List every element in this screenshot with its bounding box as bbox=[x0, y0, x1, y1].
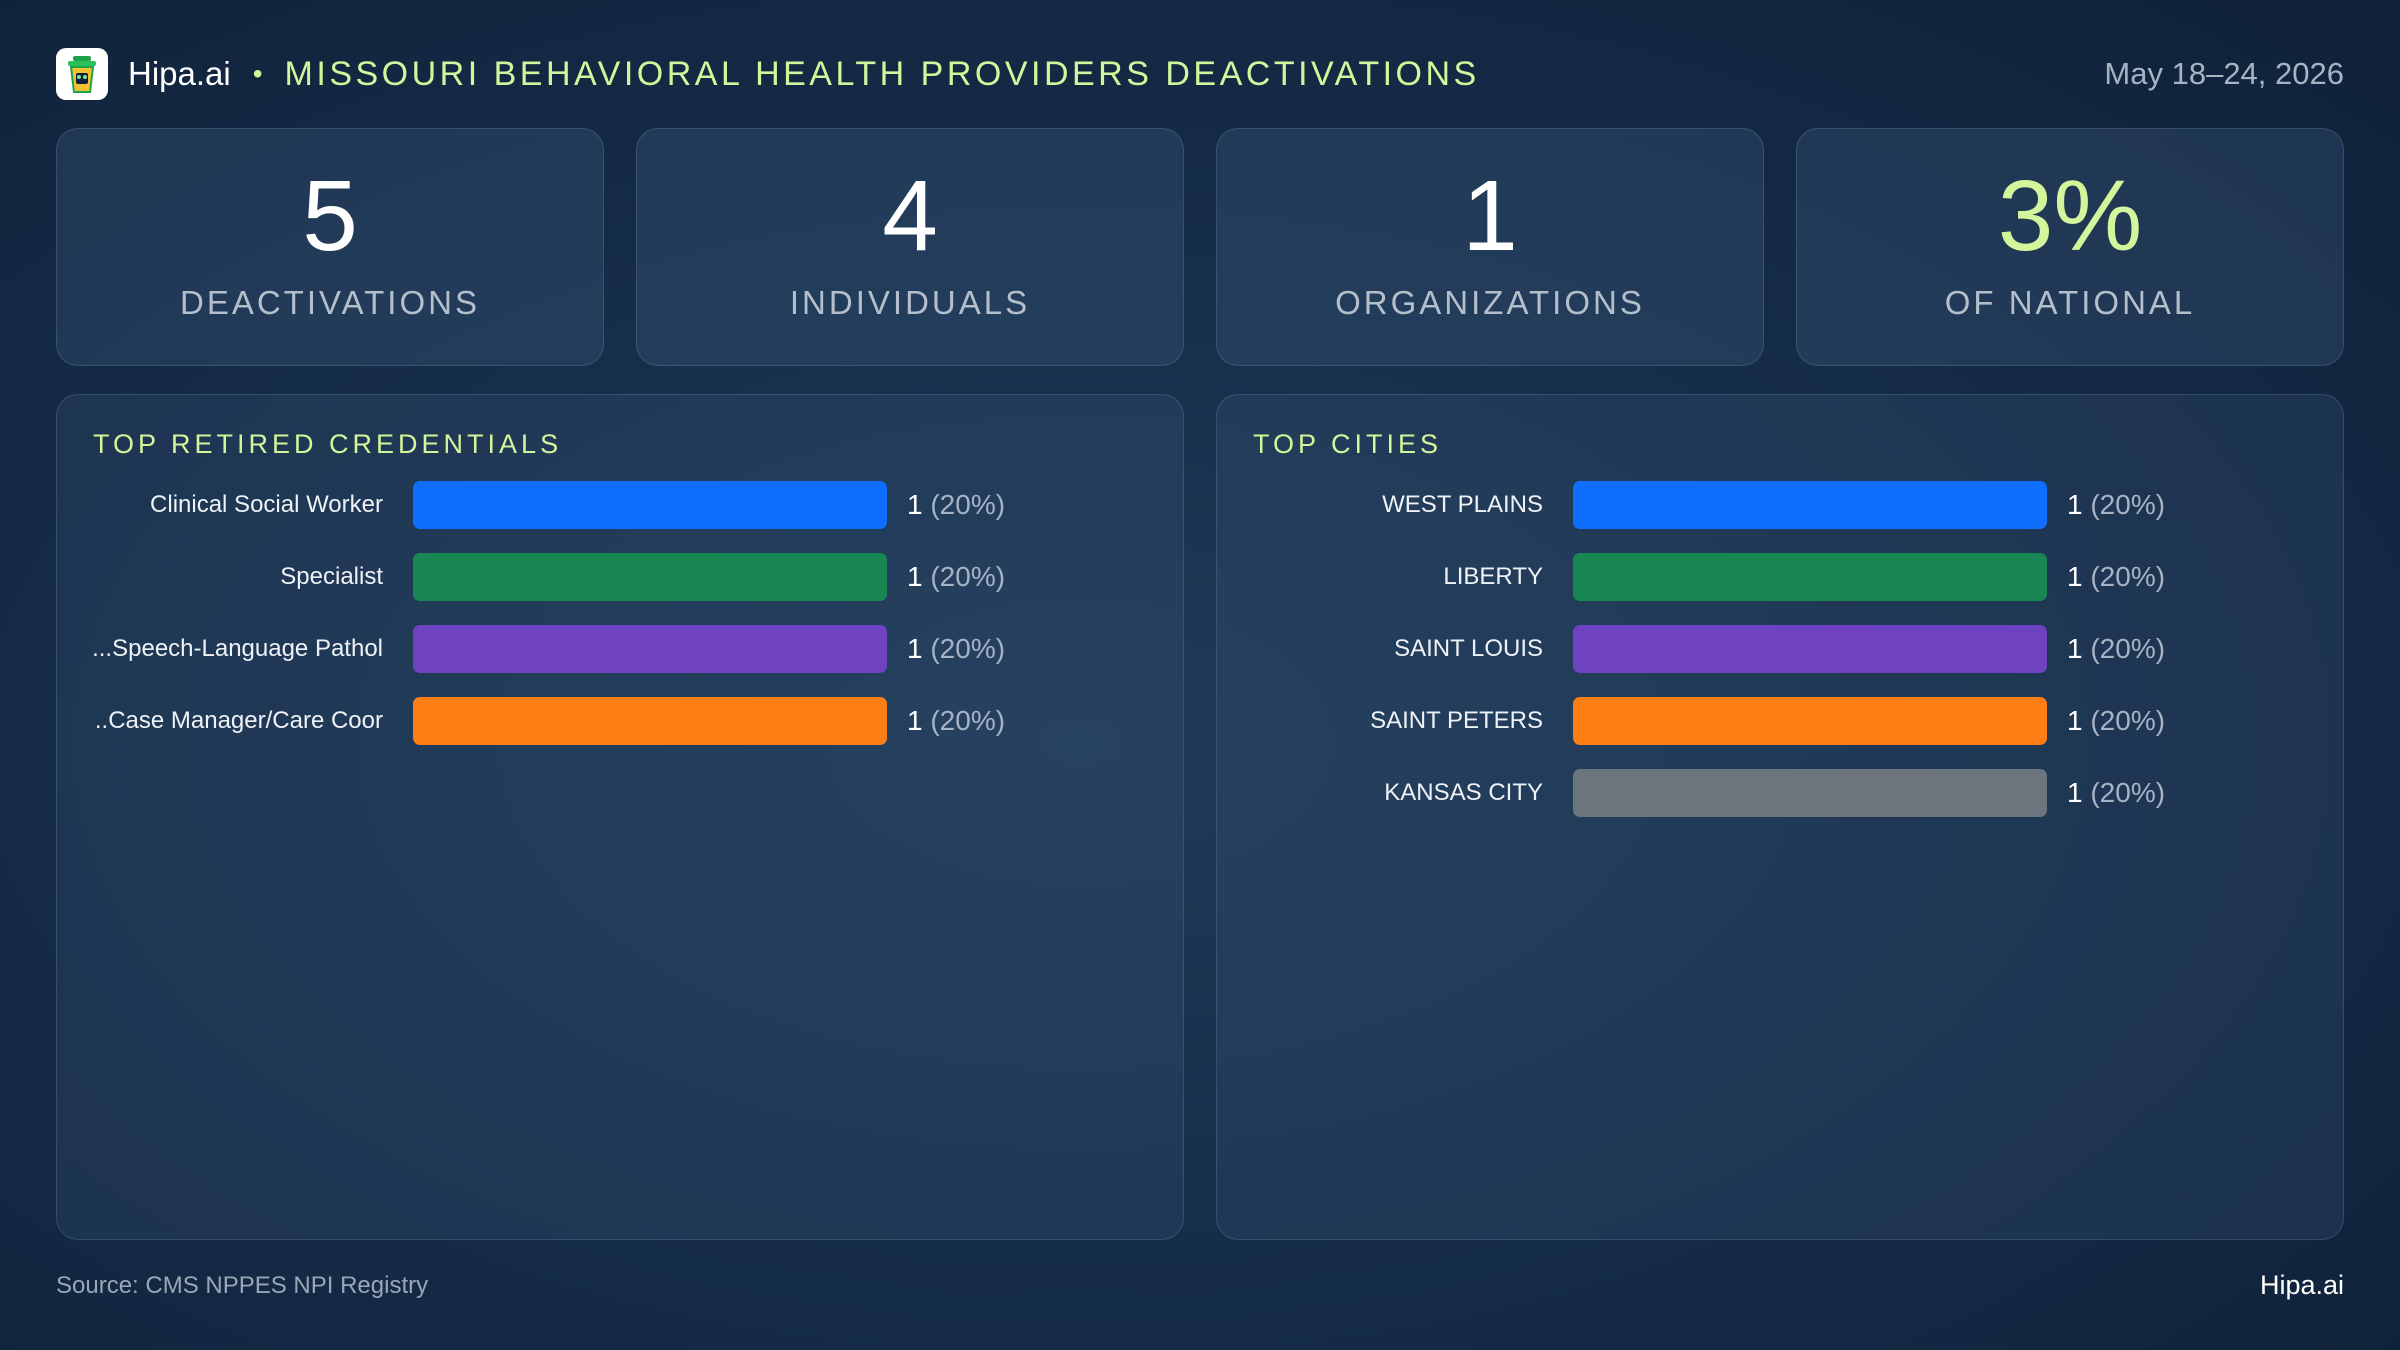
value-label: 1 (20%) bbox=[2067, 777, 2165, 809]
value-count: 1 bbox=[2067, 777, 2083, 808]
bar bbox=[413, 481, 887, 529]
value-label: 1 (20%) bbox=[907, 633, 1005, 665]
bar-track bbox=[1573, 553, 2047, 601]
category-label: WEST PLAINS bbox=[1382, 491, 1543, 518]
trash-can-icon bbox=[68, 56, 96, 93]
value-percent: (20%) bbox=[930, 705, 1006, 736]
bar-row: Speech-Language Pathol... 1 (20%) bbox=[93, 625, 1147, 673]
value-label: 1 (20%) bbox=[2067, 633, 2165, 665]
cities-panel: TOP CITIES WEST PLAINS 1 (20%) LIBERTY 1 (2… bbox=[1216, 394, 2344, 1240]
title-separator: • bbox=[252, 58, 263, 89]
value-label: 1 (20%) bbox=[907, 705, 1005, 737]
value-count: 1 bbox=[907, 561, 923, 592]
value-percent: (20%) bbox=[930, 633, 1006, 664]
value-count: 1 bbox=[2067, 489, 2083, 520]
kpi-label: OF NATIONAL bbox=[1944, 284, 2196, 321]
bar-track bbox=[1573, 481, 2047, 529]
page-title: MISSOURI BEHAVIORAL HEALTH PROVIDERS DEA… bbox=[284, 54, 1480, 93]
bar-row: SAINT LOUIS 1 (20%) bbox=[1253, 625, 2307, 673]
kpi-deactivations: 5 DEACTIVATIONS bbox=[56, 128, 604, 366]
value-count: 1 bbox=[907, 489, 923, 520]
category-label: Clinical Social Worker bbox=[150, 491, 383, 518]
bar-track bbox=[413, 697, 887, 745]
logo bbox=[56, 48, 108, 100]
bar-row: KANSAS CITY 1 (20%) bbox=[1253, 769, 2307, 817]
kpi-value: 3% bbox=[1997, 160, 2143, 272]
kpi-value: 4 bbox=[882, 160, 938, 272]
value-label: 1 (20%) bbox=[907, 561, 1005, 593]
value-percent: (20%) bbox=[2090, 777, 2166, 808]
value-label: 1 (20%) bbox=[907, 489, 1005, 521]
kpi-label: INDIVIDUALS bbox=[789, 284, 1031, 321]
value-percent: (20%) bbox=[2090, 633, 2166, 664]
value-count: 1 bbox=[907, 705, 923, 736]
header: Hipa.ai • MISSOURI BEHAVIORAL HEALTH PRO… bbox=[56, 48, 2344, 100]
bar-track bbox=[1573, 769, 2047, 817]
bar-row: SAINT PETERS 1 (20%) bbox=[1253, 697, 2307, 745]
bar-row: Case Manager/Care Coor... 1 (20%) bbox=[93, 697, 1147, 745]
kpi-organizations: 1 ORGANIZATIONS bbox=[1216, 128, 1764, 366]
category-label: SAINT PETERS bbox=[1370, 707, 1543, 734]
value-count: 1 bbox=[2067, 633, 2083, 664]
category-label: SAINT LOUIS bbox=[1394, 635, 1543, 662]
kpi-individuals: 4 INDIVIDUALS bbox=[636, 128, 1184, 366]
value-count: 1 bbox=[2067, 561, 2083, 592]
credentials-bar-chart: Clinical Social Worker 1 (20%) Specialist 1… bbox=[93, 481, 1147, 769]
value-label: 1 (20%) bbox=[2067, 489, 2165, 521]
category-label: Case Manager/Care Coor... bbox=[93, 707, 383, 734]
bar bbox=[413, 697, 887, 745]
value-count: 1 bbox=[2067, 705, 2083, 736]
bar bbox=[1573, 697, 2047, 745]
kpi-value: 5 bbox=[302, 160, 358, 272]
value-percent: (20%) bbox=[2090, 489, 2166, 520]
bar-row: WEST PLAINS 1 (20%) bbox=[1253, 481, 2307, 529]
bar-track bbox=[413, 481, 887, 529]
source-note: Source: CMS NPPES NPI Registry bbox=[56, 1272, 429, 1299]
kpi-label: DEACTIVATIONS bbox=[180, 284, 480, 321]
value-count: 1 bbox=[907, 633, 923, 664]
cities-bar-chart: WEST PLAINS 1 (20%) LIBERTY 1 (20%) SAINT LO… bbox=[1253, 481, 2307, 841]
bar bbox=[413, 625, 887, 673]
credentials-panel: TOP RETIRED CREDENTIALS Clinical Social … bbox=[56, 394, 1184, 1240]
category-label: KANSAS CITY bbox=[1384, 779, 1543, 806]
brand-name: Hipa.ai bbox=[128, 55, 231, 92]
chart-title: TOP RETIRED CREDENTIALS bbox=[93, 429, 563, 459]
bar-row: Specialist 1 (20%) bbox=[93, 553, 1147, 601]
bar bbox=[1573, 625, 2047, 673]
bar bbox=[413, 553, 887, 601]
date-range: May 18–24, 2026 bbox=[2104, 56, 2344, 91]
footer-brand: Hipa.ai bbox=[2259, 1270, 2344, 1300]
bar-track bbox=[413, 553, 887, 601]
kpi-value: 1 bbox=[1462, 160, 1518, 272]
category-label: Specialist bbox=[280, 563, 383, 590]
kpi-row: 5 DEACTIVATIONS 4 INDIVIDUALS 1 ORGANIZA… bbox=[56, 128, 2344, 366]
value-percent: (20%) bbox=[930, 489, 1006, 520]
bar-track bbox=[1573, 697, 2047, 745]
bar bbox=[1573, 481, 2047, 529]
value-percent: (20%) bbox=[2090, 561, 2166, 592]
chart-title: TOP CITIES bbox=[1253, 429, 1443, 459]
category-label: LIBERTY bbox=[1443, 563, 1543, 590]
value-label: 1 (20%) bbox=[2067, 705, 2165, 737]
bar bbox=[1573, 553, 2047, 601]
bar-track bbox=[1573, 625, 2047, 673]
kpi-label: ORGANIZATIONS bbox=[1335, 284, 1645, 321]
bar-row: Clinical Social Worker 1 (20%) bbox=[93, 481, 1147, 529]
value-percent: (20%) bbox=[2090, 705, 2166, 736]
bar-row: LIBERTY 1 (20%) bbox=[1253, 553, 2307, 601]
kpi-national-share: 3% OF NATIONAL bbox=[1796, 128, 2344, 366]
value-percent: (20%) bbox=[930, 561, 1006, 592]
category-label: Speech-Language Pathol... bbox=[93, 635, 383, 662]
bar-track bbox=[413, 625, 887, 673]
bar bbox=[1573, 769, 2047, 817]
value-label: 1 (20%) bbox=[2067, 561, 2165, 593]
